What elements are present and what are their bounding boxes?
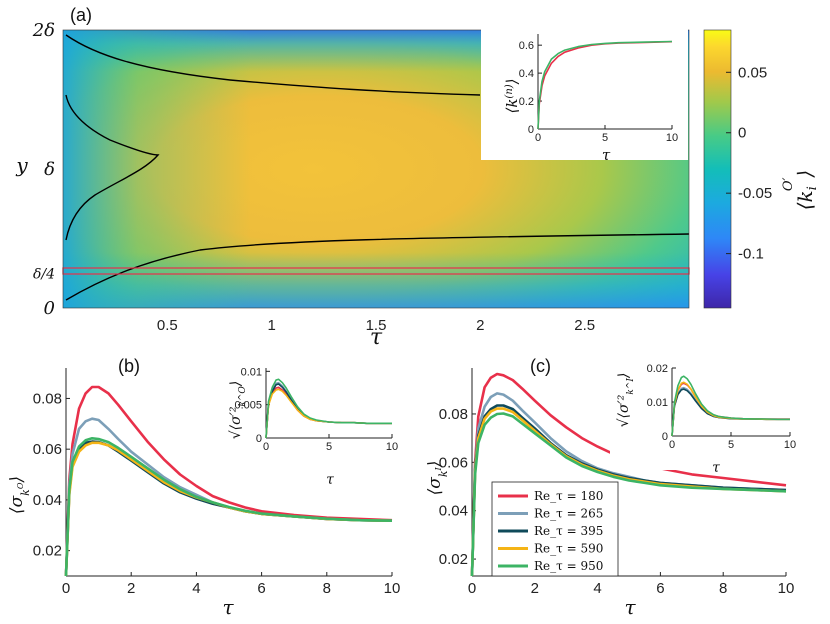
panel-b-y-tick-label: 0.02 bbox=[33, 543, 62, 560]
inset-a-x-tick-label: 0 bbox=[535, 132, 541, 144]
inset-c-background bbox=[610, 360, 800, 470]
inset-b-background bbox=[220, 360, 398, 490]
inset-b-x-tick-label: 10 bbox=[386, 441, 398, 453]
contour-line-inner bbox=[65, 94, 160, 241]
panel-c-y-tick-label: 0.04 bbox=[439, 503, 468, 520]
panel-a-x-tick-label: 0.5 bbox=[157, 317, 178, 334]
panel-c-xlabel: τ bbox=[624, 595, 636, 619]
inset-a-x-tick-label: 5 bbox=[602, 132, 608, 144]
panel-a-label: (a) bbox=[70, 5, 92, 25]
panel-c-label: (c) bbox=[530, 356, 551, 376]
legend-box bbox=[491, 481, 619, 577]
inset-b: 0 5 10 0 0.005 0.01 bbox=[234, 366, 398, 453]
panel-b-x-tick-label: 4 bbox=[192, 580, 200, 597]
legend-entry-Re395: Re_τ = 395 bbox=[534, 524, 603, 538]
inset-c-x-tick-label: 10 bbox=[784, 439, 796, 451]
panel-c-x-tick-label: 4 bbox=[593, 580, 601, 597]
colorbar-tick-label: 0 bbox=[738, 125, 746, 142]
colorbar bbox=[703, 29, 732, 309]
panel-b-y-tick-label: 0.06 bbox=[33, 441, 62, 458]
panel-c-y-tick-label: 0.02 bbox=[439, 551, 468, 568]
panel-c-x-tick-label: 8 bbox=[719, 580, 727, 597]
inset-a: 0 5 10 0 0.2 0.4 0.6 bbox=[519, 34, 678, 144]
panel-a-x-tick-label: 2.5 bbox=[574, 317, 595, 334]
colorbar-tick-label: -0.1 bbox=[738, 246, 764, 263]
inset-b-y-tick-label: 0 bbox=[256, 433, 262, 445]
inset-b-series-line-Re950 bbox=[265, 378, 392, 439]
inset-c-y-tick-label: 0.01 bbox=[647, 397, 668, 409]
inset-c-series-line-Re950 bbox=[671, 375, 790, 437]
delta-quarter-label: δ/4 bbox=[33, 266, 55, 282]
contour-line-upper bbox=[65, 34, 481, 96]
panel-b-series-line-Re950 bbox=[64, 436, 393, 577]
panel-b-x-tick-label: 10 bbox=[384, 580, 401, 597]
panel-b-x-tick-label: 2 bbox=[127, 580, 135, 597]
panel-c-x-tick-label: 6 bbox=[656, 580, 664, 597]
inset-b-y-tick-label: 0.005 bbox=[234, 400, 262, 412]
panel-b-y-tick-label: 0.04 bbox=[33, 492, 62, 509]
panel-b: (b) 0 2 4 6 8 10 0.02 0.04 0.06 0.08 ⟨σkO⟩ τ 0 5 10… bbox=[7, 356, 400, 619]
inset-b-y-tick-label: 0.01 bbox=[241, 366, 262, 378]
panel-b-x-tick-label: 6 bbox=[257, 580, 265, 597]
legend-entry-Re265: Re_τ = 265 bbox=[534, 507, 603, 521]
inset-a-xlabel: τ bbox=[602, 146, 611, 164]
panel-a-x-tick-label: 1 bbox=[267, 317, 275, 334]
panel-c-x-tick-label: 10 bbox=[778, 580, 795, 597]
panel-b-ylabel: ⟨σkO⟩ bbox=[7, 476, 32, 514]
panel-b-xlabel: τ bbox=[222, 595, 234, 619]
panel-b-series-line-Re180 bbox=[64, 385, 393, 577]
panel-a-x-tick-label: 2 bbox=[476, 317, 484, 334]
panel-c-x-tick-label: 0 bbox=[468, 580, 476, 597]
panel-a-y-tick-label: 2δ bbox=[32, 20, 55, 41]
legend-entry-Re180: Re_τ = 180 bbox=[534, 489, 603, 503]
contour-lines bbox=[65, 34, 690, 301]
heatmap-frame bbox=[62, 29, 690, 309]
inset-c-x-tick-label: 5 bbox=[728, 439, 734, 451]
panel-c-plot: 0 2 4 6 8 10 0.02 0.04 0.06 0.08 bbox=[439, 368, 795, 597]
inset-a-series-line-Re950 bbox=[537, 40, 673, 130]
colorbar-label: ⟨kiO′⟩ bbox=[781, 170, 820, 211]
colorbar-ticks: 0.05 0 -0.05 -0.1 bbox=[726, 64, 772, 263]
colorbar-tick-label: 0.05 bbox=[738, 64, 767, 81]
panel-a-axes: 0.5 1 1.5 2 2.5 0 δ 2δ δ/4 bbox=[32, 20, 690, 334]
panel-a-xlabel: τ bbox=[370, 325, 383, 350]
legend-entry-Re590: Re_τ = 590 bbox=[534, 542, 603, 556]
panel-a-y-tick-label: δ bbox=[44, 159, 55, 180]
panel-a-x-tick-label: 1.5 bbox=[366, 317, 387, 334]
inset-a-y-tick-label: 0 bbox=[528, 124, 534, 136]
inset-b-xlabel: τ bbox=[326, 472, 334, 488]
inset-a-y-tick-label: 0.6 bbox=[519, 40, 534, 52]
panel-b-x-tick-label: 0 bbox=[62, 580, 70, 597]
inset-a-x-tick-label: 10 bbox=[666, 132, 678, 144]
inset-c-y-tick-label: 0.02 bbox=[647, 363, 668, 375]
panel-b-plot: 0 2 4 6 8 10 0.02 0.04 0.06 0.08 bbox=[33, 368, 401, 597]
panel-c: (c) 0 2 4 6 8 100.020.040.060.08 ⟨σkI⟩ τ 0 5 10… bbox=[425, 356, 800, 619]
panel-a-ylabel: y bbox=[15, 153, 28, 177]
panel-a-y-tick-label: 0 bbox=[44, 298, 55, 319]
inset-c: 0 5 10 0 0.01 0.02 bbox=[647, 363, 797, 451]
inset-a-background bbox=[481, 26, 688, 160]
inset-b-x-tick-label: 5 bbox=[326, 441, 332, 453]
panel-b-y-tick-label: 0.08 bbox=[33, 390, 62, 407]
panel-c-y-tick-label: 0.08 bbox=[439, 406, 468, 423]
inset-c-y-tick-label: 0 bbox=[662, 431, 668, 443]
inset-c-x-tick-label: 0 bbox=[669, 439, 675, 451]
panel-c-y-tick-label: 0.06 bbox=[439, 454, 468, 471]
panel-b-x-tick-label: 8 bbox=[323, 580, 331, 597]
panel-c-x-tick-label: 2 bbox=[531, 580, 539, 597]
inset-a-y-tick-label: 0.4 bbox=[519, 68, 534, 80]
contour-line-lower bbox=[65, 233, 690, 301]
inset-a-y-tick-label: 0.2 bbox=[519, 96, 534, 108]
panel-c-series-line-Re950 bbox=[470, 412, 787, 577]
legend: Re_τ = 180 Re_τ = 265 Re_τ = 395 Re_τ = 590… bbox=[491, 481, 619, 577]
panel-c-series-line-Re180 bbox=[470, 372, 787, 577]
legend-entry-Re950: Re_τ = 950 bbox=[534, 559, 603, 573]
inset-c-xlabel: τ bbox=[712, 460, 720, 476]
colorbar-tick-label: -0.05 bbox=[738, 185, 772, 202]
panel-b-label: (b) bbox=[118, 356, 140, 376]
inset-b-x-tick-label: 0 bbox=[263, 441, 269, 453]
